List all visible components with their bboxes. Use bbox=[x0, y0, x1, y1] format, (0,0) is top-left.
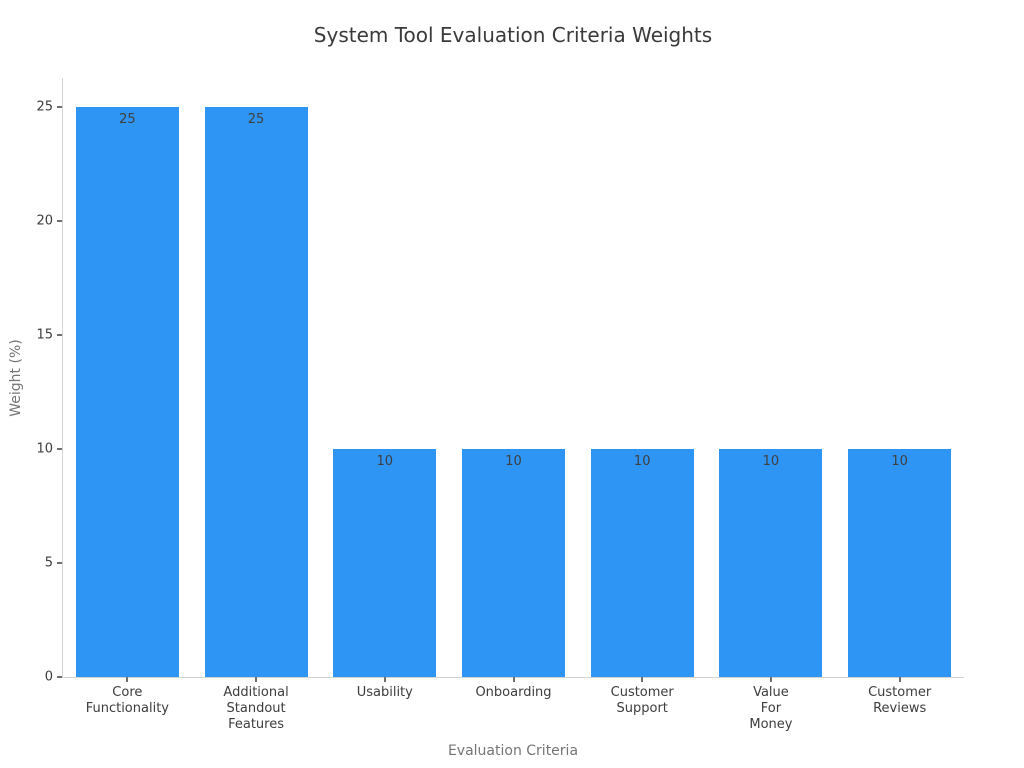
y-tick-label: 25 bbox=[36, 99, 53, 115]
y-tick-mark bbox=[57, 561, 62, 564]
x-tick-label: Value For Money bbox=[749, 685, 793, 732]
y-axis-title: Weight (%) bbox=[8, 339, 24, 417]
y-tick-label: 5 bbox=[44, 555, 53, 571]
x-tick-mark bbox=[383, 677, 386, 682]
y-tick-mark bbox=[57, 676, 62, 678]
plot-area: 0 5 10 15 20 25 25 25 10 10 10 10 10 Core Functiona… bbox=[36, 78, 964, 732]
y-tick-label: 20 bbox=[36, 213, 53, 229]
y-tick-mark bbox=[57, 447, 62, 450]
x-tick-mark bbox=[255, 677, 258, 682]
bar-value-label: 10 bbox=[505, 453, 522, 469]
bar: 25 bbox=[204, 106, 308, 677]
x-tick-label: Core Functionality bbox=[85, 685, 169, 716]
bar: 25 bbox=[75, 106, 179, 677]
x-tick-mark bbox=[898, 677, 901, 682]
x-tick-mark bbox=[769, 677, 772, 682]
bar-value-label: 25 bbox=[247, 111, 265, 127]
y-tick-mark bbox=[57, 219, 62, 222]
y-tick-label: 0 bbox=[44, 669, 53, 685]
x-axis-title: Evaluation Criteria bbox=[447, 743, 579, 759]
bar-value-label: 10 bbox=[376, 453, 394, 469]
y-tick-mark bbox=[57, 105, 62, 108]
bar: 10 bbox=[462, 448, 565, 677]
bar: 10 bbox=[719, 448, 823, 677]
x-tick-mark bbox=[641, 677, 644, 682]
y-tick-mark bbox=[57, 333, 62, 336]
bar-value-label: 10 bbox=[633, 453, 651, 469]
bar-value-label: 10 bbox=[891, 453, 908, 469]
y-tick-label: 15 bbox=[36, 327, 53, 343]
bar: 10 bbox=[590, 448, 694, 677]
bar-value-label: 25 bbox=[119, 111, 136, 127]
x-tick-mark bbox=[512, 677, 515, 682]
bar-value-label: 10 bbox=[762, 453, 780, 469]
x-tick-label: Customer Reviews bbox=[868, 685, 932, 716]
bar: 10 bbox=[848, 448, 952, 677]
y-tick-label: 10 bbox=[36, 441, 53, 457]
x-tick-label: Onboarding bbox=[475, 685, 552, 700]
x-tick-label: Customer Support bbox=[610, 685, 674, 716]
x-tick-mark bbox=[126, 677, 129, 682]
x-tick-label: Usability bbox=[356, 685, 413, 700]
bar: 10 bbox=[333, 448, 437, 677]
x-tick-label: Additional Standout Features bbox=[223, 685, 289, 732]
chart-title: System Tool Evaluation Criteria Weights bbox=[313, 23, 713, 47]
